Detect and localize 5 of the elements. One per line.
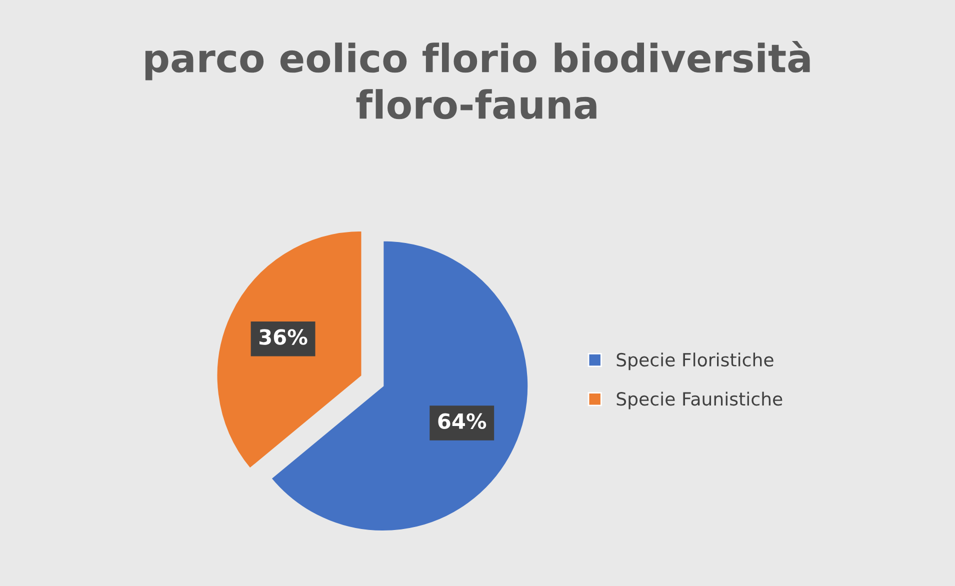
legend-label: Specie Floristiche	[616, 352, 774, 370]
chart-title: parco eolico florio biodiversità floro-fauna	[145, 41, 810, 120]
data-label: 64%	[438, 413, 486, 430]
data-label: 36%	[259, 329, 308, 345]
legend-label: Specie Faunistiche	[616, 392, 782, 410]
